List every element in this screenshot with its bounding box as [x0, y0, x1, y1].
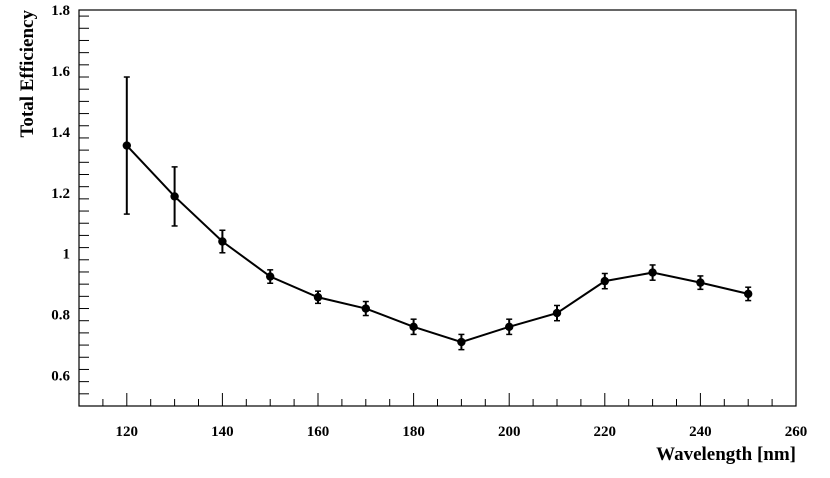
- x-tick-label: 220: [594, 424, 617, 440]
- axis-ticks: [78, 15, 797, 407]
- data-point: [744, 289, 753, 299]
- data-point: [409, 322, 418, 331]
- y-tick-label: 1: [63, 247, 71, 263]
- data-point: [600, 276, 609, 286]
- data-point: [218, 237, 227, 246]
- data-point: [170, 192, 179, 201]
- x-tick-label: 140: [211, 424, 234, 440]
- y-tick-label: 0.8: [51, 308, 70, 324]
- data-point: [122, 141, 131, 150]
- data-point: [361, 304, 370, 313]
- series-line: [126, 144, 749, 344]
- y-tick-label: 1.4: [51, 125, 70, 141]
- data-series: [122, 76, 753, 351]
- x-tick-label: 120: [116, 424, 139, 440]
- data-point: [552, 308, 562, 318]
- data-point: [313, 293, 323, 302]
- data-point: [457, 337, 466, 347]
- y-axis-title: Total Efficiency: [17, 10, 38, 138]
- x-tick-label: 160: [307, 424, 330, 440]
- data-point: [696, 278, 705, 287]
- y-tick-label: 1.8: [51, 3, 70, 19]
- data-point: [505, 322, 514, 331]
- x-tick-label: 180: [402, 424, 425, 440]
- x-axis-title: Wavelength [nm]: [656, 444, 796, 465]
- y-tick-label: 1.2: [51, 186, 70, 202]
- axis-tick-labels: 120 140 160 180 200 220 240 260 0.6 0.8 1 1.2 1.4 1.6…: [51, 3, 807, 440]
- y-tick-label: 0.6: [51, 369, 70, 385]
- x-tick-label: 240: [689, 424, 712, 440]
- x-tick-label: 260: [785, 424, 808, 440]
- data-point: [266, 272, 275, 281]
- x-tick-label: 200: [498, 424, 521, 440]
- y-tick-label: 1.6: [51, 64, 70, 80]
- data-point: [648, 268, 657, 277]
